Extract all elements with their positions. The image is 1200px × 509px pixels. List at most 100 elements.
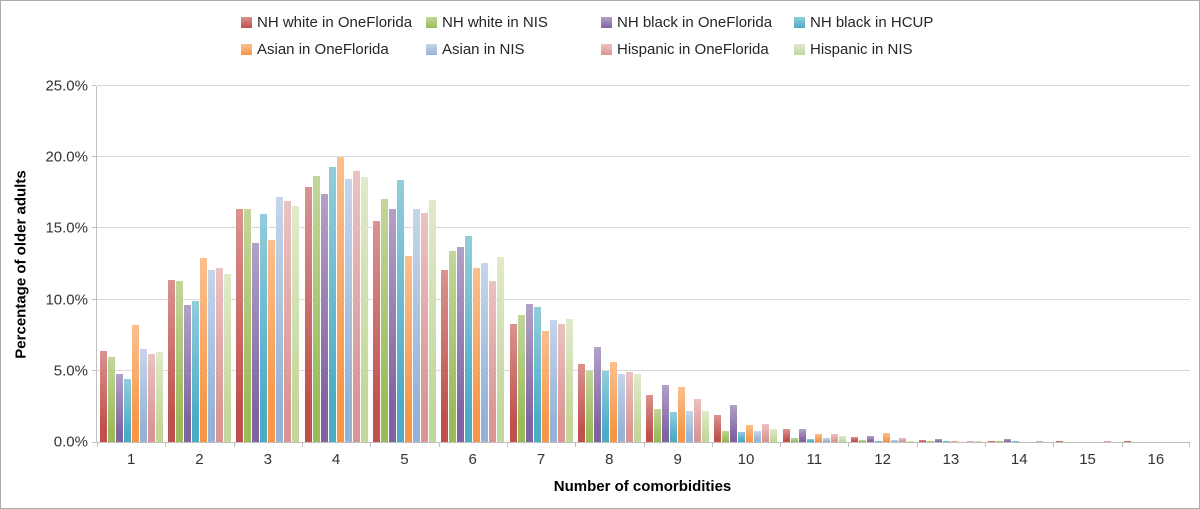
legend-label: Hispanic in NIS xyxy=(810,41,913,58)
bar xyxy=(722,430,730,442)
y-axis-tick xyxy=(92,227,96,229)
y-axis-tick-label: 20.0% xyxy=(45,148,88,166)
bar xyxy=(336,157,344,442)
x-axis-tick-label: 4 xyxy=(331,451,341,468)
bar xyxy=(396,180,404,442)
bar xyxy=(654,409,662,442)
legend-item: Asian in OneFlorida xyxy=(241,41,426,58)
bar-group-11: 11 xyxy=(780,86,848,468)
legend-item: NH black in OneFlorida xyxy=(601,14,794,31)
bar xyxy=(517,315,525,442)
x-axis-tick xyxy=(506,443,508,447)
bar xyxy=(609,362,617,442)
bar-group-14: 14 xyxy=(985,86,1053,468)
bar xyxy=(927,441,935,442)
y-axis-title: Percentage of older adults xyxy=(12,170,30,359)
bar xyxy=(678,386,686,442)
y-axis-tick xyxy=(92,298,96,300)
bar xyxy=(155,352,163,442)
bar xyxy=(633,373,641,442)
gridline xyxy=(97,85,1190,86)
bar xyxy=(899,437,907,442)
x-axis-tick-label: 2 xyxy=(195,451,204,468)
legend-label: Asian in OneFlorida xyxy=(257,41,389,58)
y-axis-tick-label: 0.0% xyxy=(53,433,88,451)
bar-group-13: 13 xyxy=(917,86,985,468)
bar-group-5: 5 xyxy=(370,86,438,468)
bar xyxy=(585,370,593,442)
bar-group-8: 8 xyxy=(575,86,643,468)
x-axis-tick xyxy=(233,443,235,447)
bar xyxy=(549,319,557,442)
legend-swatch-icon xyxy=(426,44,437,55)
bar xyxy=(509,323,517,442)
bar xyxy=(822,438,830,442)
y-axis-tick xyxy=(92,442,96,443)
legend-swatch-icon xyxy=(601,44,612,55)
bar xyxy=(943,441,951,442)
bar-group-7: 7 xyxy=(507,86,575,468)
bar xyxy=(838,436,846,442)
gridline xyxy=(97,369,1190,371)
bar xyxy=(441,269,449,442)
bar xyxy=(420,212,428,442)
bar xyxy=(565,318,573,442)
bar-group-10: 10 xyxy=(712,86,780,468)
bar xyxy=(223,274,231,442)
legend-item: NH black in HCUP xyxy=(794,14,969,31)
x-axis-tick-label: 10 xyxy=(737,451,755,468)
gridline xyxy=(97,156,1190,158)
bar xyxy=(883,432,891,442)
bar xyxy=(533,306,541,442)
bar xyxy=(557,323,565,442)
bar xyxy=(746,424,754,442)
x-axis-tick-label: 9 xyxy=(673,451,682,468)
bar xyxy=(525,303,533,442)
bar-group-4: 4 xyxy=(302,86,370,468)
bar xyxy=(481,262,489,442)
x-axis-tick-label: 11 xyxy=(806,451,823,468)
bar xyxy=(859,439,867,442)
bar xyxy=(754,430,762,442)
bar xyxy=(851,437,859,442)
bar xyxy=(183,305,191,442)
legend-label: NH black in OneFlorida xyxy=(617,14,773,31)
bar xyxy=(1104,441,1112,442)
bar xyxy=(428,199,436,442)
bar xyxy=(1011,441,1019,442)
x-axis-tick-label: 16 xyxy=(1147,451,1165,468)
bar xyxy=(252,242,260,442)
bar xyxy=(99,350,107,442)
bar xyxy=(1003,439,1011,442)
legend-item: Asian in NIS xyxy=(426,41,601,58)
legend-label: Asian in NIS xyxy=(442,41,525,58)
bar xyxy=(465,235,473,442)
bar xyxy=(617,373,625,442)
x-axis-tick-label: 13 xyxy=(942,451,960,468)
bar xyxy=(967,440,975,442)
bar xyxy=(907,440,915,442)
gridline xyxy=(97,298,1190,300)
bar xyxy=(292,205,300,442)
bar xyxy=(123,379,131,442)
bar xyxy=(372,221,380,442)
legend-swatch-icon xyxy=(794,44,805,55)
x-axis-tick xyxy=(916,443,918,447)
bar xyxy=(244,208,252,442)
bar xyxy=(770,429,778,442)
bar xyxy=(320,194,328,442)
bar-group-9: 9 xyxy=(644,86,712,468)
bar xyxy=(1124,441,1132,442)
bar xyxy=(935,439,943,442)
bar xyxy=(199,258,207,442)
bar xyxy=(762,423,770,442)
y-axis-tick-label: 25.0% xyxy=(45,77,88,95)
legend-item: Hispanic in NIS xyxy=(794,41,969,58)
chart-legend: NH white in OneFlorida NH white in NIS NH … xyxy=(241,9,969,63)
x-axis-tick xyxy=(711,443,713,447)
bar xyxy=(730,405,738,442)
bar xyxy=(1035,441,1043,442)
bar xyxy=(312,175,320,442)
bar xyxy=(457,246,465,442)
legend-swatch-icon xyxy=(601,17,612,28)
